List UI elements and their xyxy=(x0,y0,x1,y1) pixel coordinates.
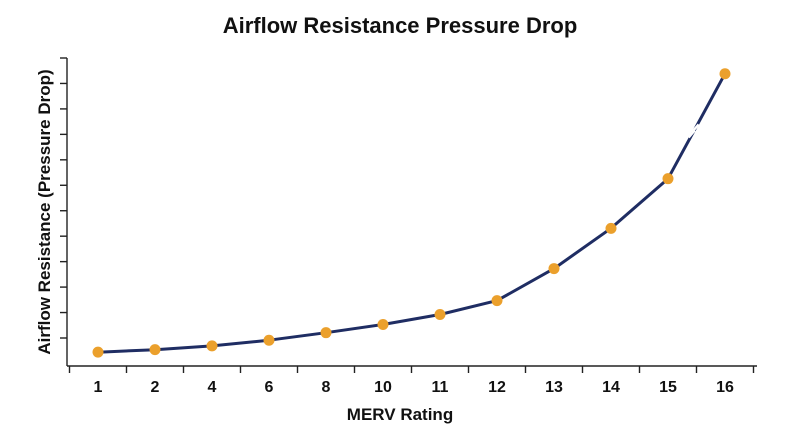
x-tick-label: 1 xyxy=(94,379,103,396)
x-axis-title: MERV Rating xyxy=(347,405,453,424)
x-tick-label: 11 xyxy=(432,379,449,396)
y-axis-title: Airflow Resistance (Pressure Drop) xyxy=(35,69,54,354)
data-point xyxy=(377,319,389,331)
x-tick-label: 12 xyxy=(488,379,506,396)
x-tick-label: 6 xyxy=(265,379,274,396)
data-point xyxy=(263,334,275,346)
data-point xyxy=(605,222,617,234)
axis-break-mark xyxy=(687,123,700,139)
x-tick-label: 4 xyxy=(208,379,217,396)
data-point xyxy=(92,346,104,358)
x-tick-label: 15 xyxy=(659,379,677,396)
y-axis: Airflow Resistance (Pressure Drop) xyxy=(35,57,68,366)
series-line xyxy=(96,72,727,354)
data-point xyxy=(149,344,161,356)
x-axis: 1 2 4 6 8 10 11 12 13 14 15 16 MERV Rating xyxy=(67,365,757,424)
x-tick-label: 2 xyxy=(151,379,160,396)
series-markers xyxy=(92,68,731,358)
data-point xyxy=(491,295,503,307)
x-ticks xyxy=(68,366,755,373)
x-tick-label: 14 xyxy=(602,379,620,396)
x-tick-label: 8 xyxy=(322,379,331,396)
x-tick-label: 16 xyxy=(716,379,734,396)
x-tick-label: 10 xyxy=(374,379,392,396)
plot-area xyxy=(92,68,731,358)
chart-title: Airflow Resistance Pressure Drop xyxy=(223,13,578,38)
data-point xyxy=(206,340,218,352)
x-tick-labels: 1 2 4 6 8 10 11 12 13 14 15 16 xyxy=(94,379,734,396)
data-point xyxy=(320,327,332,339)
data-point xyxy=(662,173,674,185)
x-tick-label: 13 xyxy=(545,379,563,396)
y-ticks xyxy=(60,57,67,339)
data-point xyxy=(434,308,446,320)
data-point xyxy=(719,68,731,80)
data-point xyxy=(548,263,560,275)
